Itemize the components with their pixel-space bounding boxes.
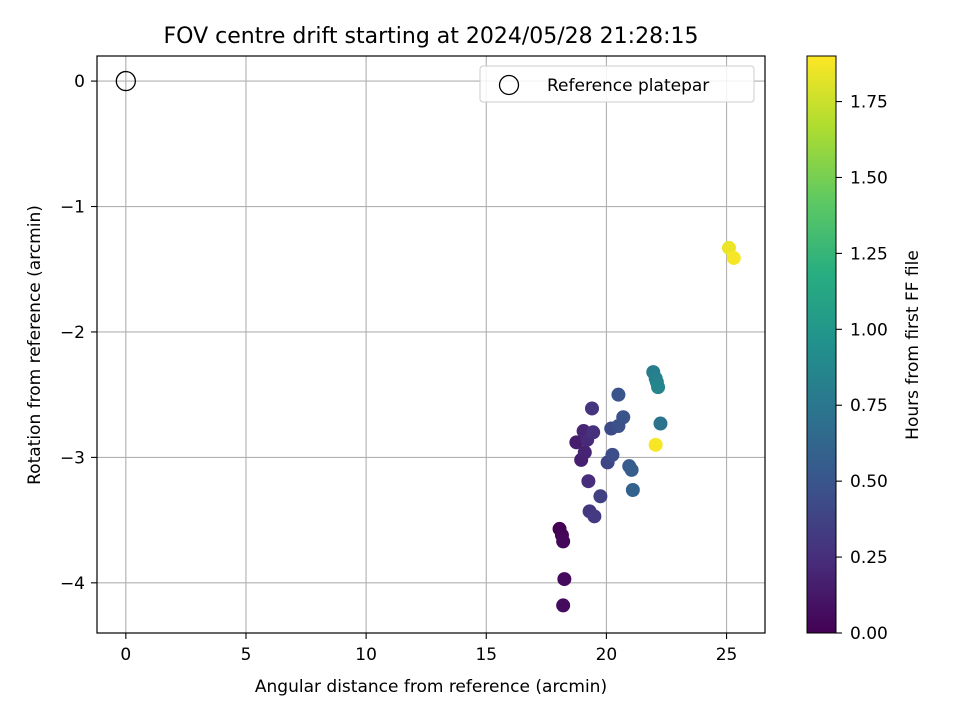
colorbar-gradient [806, 55, 837, 634]
scatter-point [726, 250, 741, 265]
x-tick-label: 5 [241, 645, 252, 665]
colorbar-ticks: 0.00 0.25 0.50 0.75 1.00 1.25 1.50 1.75 [836, 93, 888, 644]
scatter-point [577, 445, 592, 460]
x-tick-label: 0 [120, 645, 131, 665]
y-tick-label: −3 [60, 448, 85, 468]
colorbar-tick-label: 0.50 [850, 472, 888, 492]
scatter-point [584, 401, 599, 416]
plot-frame [96, 55, 766, 634]
scatter-point [586, 425, 601, 440]
scatter-point [624, 462, 639, 477]
y-tick-label: −4 [60, 574, 85, 594]
legend: Reference platepar [479, 65, 755, 103]
scatter-point [557, 572, 572, 587]
y-axis-label: Rotation from reference (arcmin) [25, 205, 45, 485]
scatter-point [556, 534, 571, 549]
scatter-point [556, 598, 571, 613]
scatter-point [593, 489, 608, 504]
legend-box [479, 65, 755, 103]
colorbar-tick-label: 1.50 [850, 168, 888, 188]
scatter-point [605, 447, 620, 462]
x-axis-label: Angular distance from reference (arcmin) [255, 677, 607, 697]
scatter-point [587, 509, 602, 524]
colorbar-tick-label: 1.00 [850, 320, 888, 340]
scatter-point [581, 474, 596, 489]
reference-point [115, 70, 136, 92]
colorbar-tick-label: 0.25 [850, 548, 888, 568]
scatter-point [651, 380, 666, 395]
chart-title: FOV centre drift starting at 2024/05/28 … [164, 24, 699, 49]
y-tick-label: 0 [74, 72, 85, 92]
colorbar-label: Hours from first FF file [903, 250, 923, 440]
axis-ticks: 0 5 10 15 20 25 0 −1 −2 −3 −4 [60, 72, 737, 665]
scatter-point [616, 410, 631, 425]
x-tick-label: 25 [716, 645, 738, 665]
y-tick-label: −1 [60, 198, 85, 218]
scatter-point [653, 416, 668, 431]
colorbar-tick-label: 0.75 [850, 396, 888, 416]
y-tick-label: −2 [60, 323, 85, 343]
colorbar-tick-label: 1.25 [850, 244, 888, 264]
scatter-point [569, 435, 584, 450]
colorbar: 0.00 0.25 0.50 0.75 1.00 1.25 1.50 1.75 Hours f… [806, 55, 923, 644]
colorbar-tick-label: 1.75 [850, 93, 888, 113]
legend-marker-icon [498, 74, 520, 96]
data-points [115, 70, 741, 613]
scatter-point [611, 387, 626, 402]
legend-entry-reference: Reference platepar [547, 76, 709, 96]
scatter-point [625, 483, 640, 498]
x-tick-label: 10 [355, 645, 377, 665]
x-tick-label: 15 [475, 645, 497, 665]
colorbar-tick-label: 0.00 [850, 624, 888, 644]
scatter-point [648, 437, 663, 452]
x-tick-label: 20 [596, 645, 618, 665]
grid [97, 56, 765, 633]
